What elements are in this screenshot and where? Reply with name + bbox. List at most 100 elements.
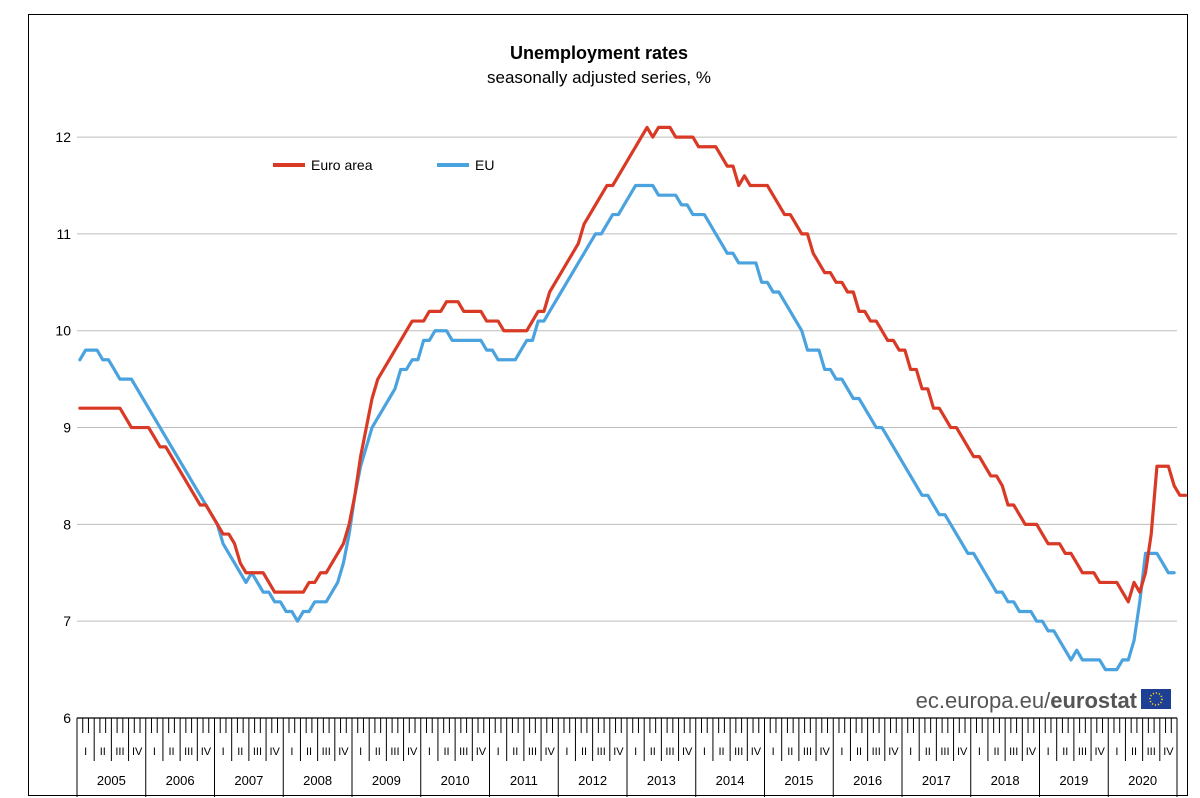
quarter-label: III: [390, 746, 399, 758]
series-layer: [78, 125, 1188, 672]
year-label: 2014: [716, 773, 745, 788]
quarter-label: I: [703, 746, 706, 758]
quarter-label: III: [734, 746, 743, 758]
quarter-label: I: [1047, 746, 1050, 758]
y-tick-label: 12: [55, 129, 71, 145]
quarter-label: III: [1009, 746, 1018, 758]
quarter-label: II: [787, 746, 793, 758]
y-tick-label: 9: [63, 420, 71, 436]
quarter-label: IV: [682, 746, 693, 758]
brand-url: ec.europa.eu/: [916, 688, 1051, 713]
quarter-label: II: [650, 746, 656, 758]
quarter-label: II: [375, 746, 381, 758]
quarter-label: II: [718, 746, 724, 758]
series-line-eu: [78, 183, 1176, 672]
year-label: 2020: [1128, 773, 1157, 788]
quarter-label: II: [1062, 746, 1068, 758]
quarter-label: III: [597, 746, 606, 758]
year-label: 2012: [578, 773, 607, 788]
quarter-label: III: [1147, 746, 1156, 758]
quarter-label: I: [772, 746, 775, 758]
year-label: 2017: [922, 773, 951, 788]
y-tick-label: 6: [63, 710, 71, 726]
quarter-label: I: [153, 746, 156, 758]
y-tick-label: 7: [63, 613, 71, 629]
quarter-label: III: [940, 746, 949, 758]
quarter-label: II: [306, 746, 312, 758]
y-tick-label: 10: [55, 323, 71, 339]
quarter-label: I: [840, 746, 843, 758]
year-label: 2019: [1059, 773, 1088, 788]
quarter-label: I: [84, 746, 87, 758]
eurostat-brand: ec.europa.eu/eurostat: [916, 688, 1171, 713]
year-label: 2016: [853, 773, 882, 788]
legend-label-eu: EU: [475, 157, 494, 173]
year-label: 2013: [647, 773, 676, 788]
quarter-label: IV: [888, 746, 899, 758]
year-label: 2011: [510, 773, 538, 788]
quarter-label: III: [803, 746, 812, 758]
chart-title: Unemployment rates: [510, 43, 688, 63]
quarter-label: IV: [613, 746, 624, 758]
chart-svg: Unemployment rates seasonally adjusted s…: [55, 43, 1188, 797]
quarter-label: IV: [957, 746, 968, 758]
y-axis: 6 7 8 9 10 11 12: [55, 129, 71, 726]
quarter-label: IV: [132, 746, 143, 758]
quarter-label: III: [253, 746, 262, 758]
eurostat-brand-text: ec.europa.eu/eurostat: [916, 688, 1138, 713]
quarter-label: I: [222, 746, 225, 758]
quarter-label: II: [1131, 746, 1137, 758]
quarter-label: III: [322, 746, 331, 758]
chart-frame: Unemployment rates seasonally adjusted s…: [28, 14, 1188, 797]
quarter-label: IV: [476, 746, 487, 758]
quarter-label: IV: [751, 746, 762, 758]
quarter-label: IV: [1026, 746, 1037, 758]
quarter-label: I: [909, 746, 912, 758]
series-line-euro-area: [78, 125, 1188, 604]
quarter-label: III: [184, 746, 193, 758]
quarter-label: III: [115, 746, 124, 758]
year-label: 2007: [234, 773, 263, 788]
quarter-label: IV: [1094, 746, 1105, 758]
quarter-label: IV: [1163, 746, 1174, 758]
quarter-label: IV: [269, 746, 280, 758]
quarter-label: IV: [819, 746, 830, 758]
quarter-label: II: [993, 746, 999, 758]
quarter-label: II: [581, 746, 587, 758]
quarter-label: IV: [544, 746, 555, 758]
year-label: 2018: [991, 773, 1020, 788]
eu-flag-icon: [1141, 689, 1171, 709]
quarter-label: II: [443, 746, 449, 758]
year-label: 2010: [441, 773, 470, 788]
quarter-label: I: [428, 746, 431, 758]
quarter-label: I: [978, 746, 981, 758]
quarter-label: III: [459, 746, 468, 758]
quarter-label: II: [512, 746, 518, 758]
quarter-label: II: [925, 746, 931, 758]
legend: Euro area EU: [273, 157, 494, 173]
quarter-label: I: [634, 746, 637, 758]
quarter-label: I: [1115, 746, 1118, 758]
quarter-label: I: [359, 746, 362, 758]
year-label: 2008: [303, 773, 332, 788]
quarter-label: I: [497, 746, 500, 758]
quarter-label: II: [856, 746, 862, 758]
y-tick-label: 11: [56, 226, 71, 242]
quarter-label: IV: [201, 746, 212, 758]
quarter-label: III: [1078, 746, 1087, 758]
quarter-label: II: [100, 746, 106, 758]
chart-subtitle: seasonally adjusted series, %: [487, 68, 711, 87]
year-label: 2015: [784, 773, 813, 788]
year-label: 2005: [97, 773, 126, 788]
quarter-label: III: [665, 746, 674, 758]
grid-layer: [77, 136, 1177, 622]
brand-name: eurostat: [1050, 688, 1137, 713]
y-tick-label: 8: [63, 516, 71, 532]
quarter-label: II: [237, 746, 243, 758]
year-label: 2009: [372, 773, 401, 788]
quarter-label: I: [565, 746, 568, 758]
quarter-label: III: [872, 746, 881, 758]
legend-label-euro-area: Euro area: [311, 157, 373, 173]
quarter-label: IV: [338, 746, 349, 758]
